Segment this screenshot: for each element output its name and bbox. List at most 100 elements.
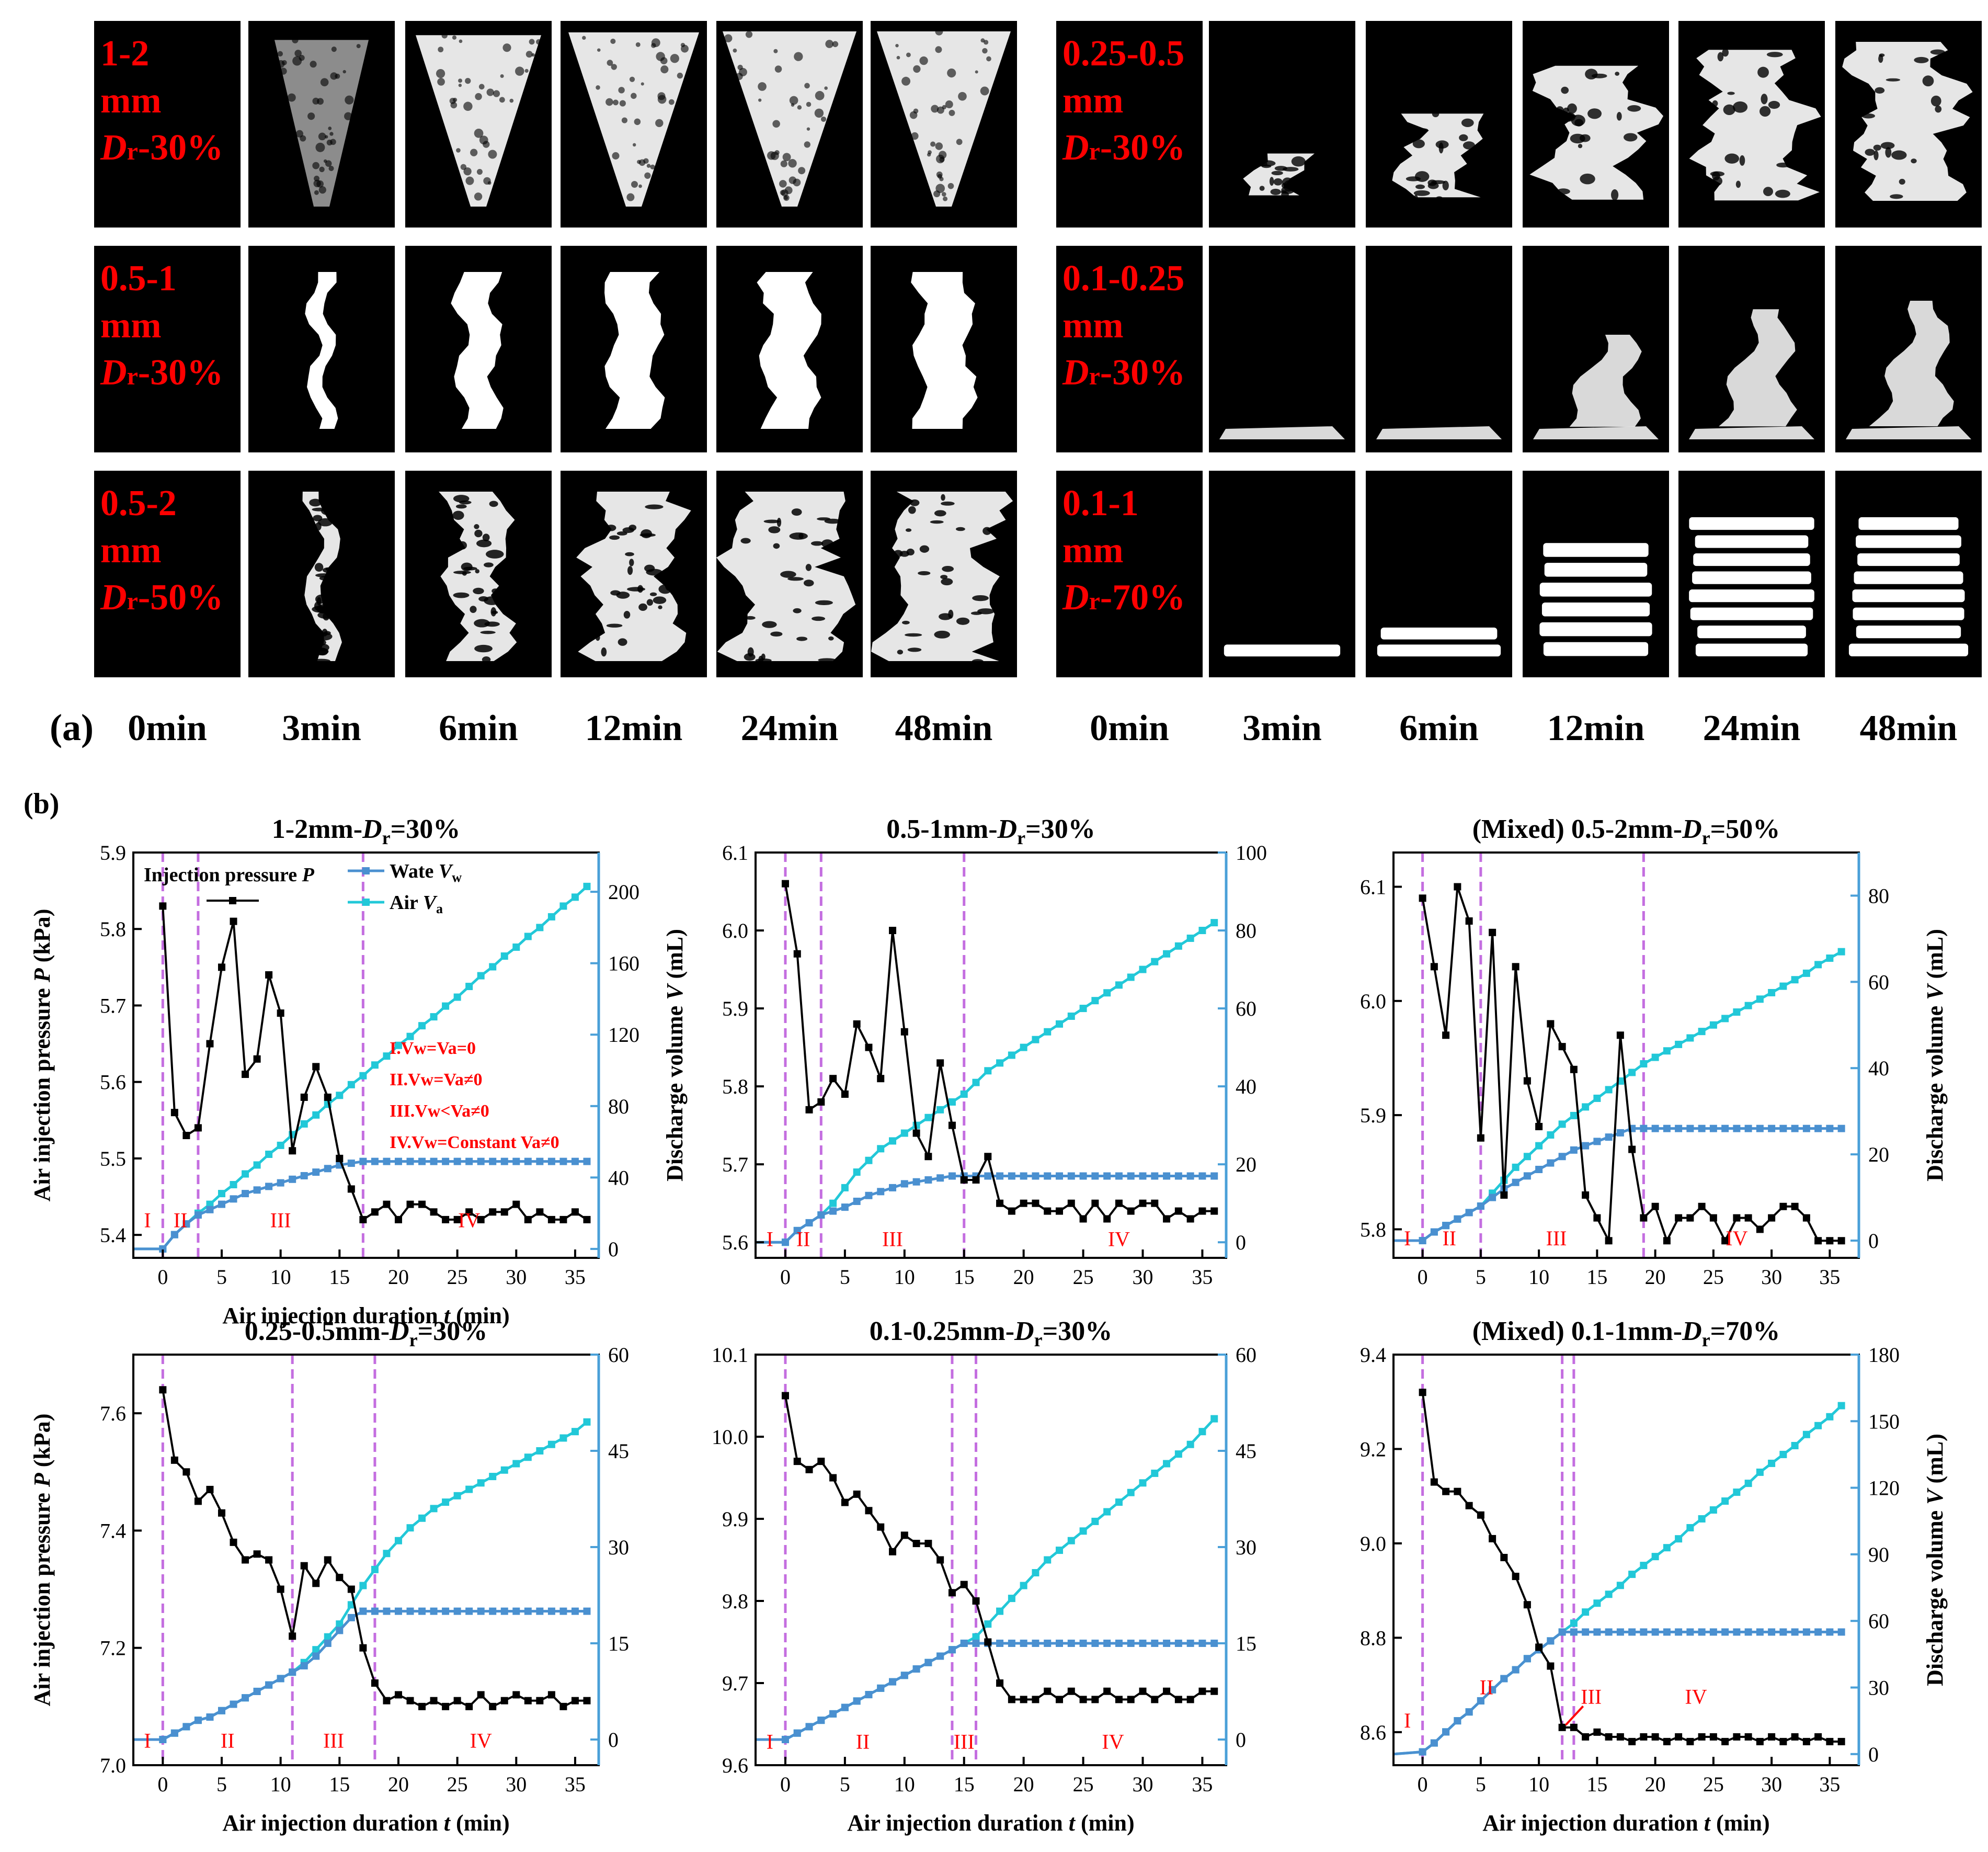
series-point-pressure [359,1644,367,1652]
series-point-water [1115,1639,1123,1647]
x-tick-label: 5 [1476,1773,1486,1796]
series-point-pressure [1210,1687,1218,1695]
series-point-air [1115,981,1123,989]
series-point-pressure [1837,1237,1845,1245]
series-point-water [853,1197,861,1205]
plume-pore [323,159,327,163]
plume-gap [463,566,477,571]
right-label-unit: mm [1062,81,1124,121]
plume-gap [1911,158,1917,164]
series-point-water [1127,1172,1135,1180]
density-value: -30% [1100,128,1185,168]
series-point-water [1020,1639,1027,1647]
plume-pore [483,177,491,185]
plume-pore [329,132,334,136]
series-point-pressure [1430,963,1438,971]
plume-gap [314,601,322,611]
series-point-pressure [1079,1696,1087,1703]
series-point-water [1756,1628,1764,1636]
plume-pore [611,64,617,70]
series-point-pressure [972,1597,980,1605]
x-axis-label: Air injection duration t (min) [222,1810,509,1836]
plume-pore [956,139,963,145]
plume-pore [941,192,946,197]
series-point-air [1605,1086,1613,1094]
y2-tick-label: 150 [1868,1410,1900,1433]
x-tick-label: 20 [388,1265,409,1289]
series-point-pressure [1535,1122,1543,1130]
plume-pore [638,184,642,188]
y-tick-label: 9.2 [1360,1437,1386,1461]
series-point-air [371,1061,379,1069]
series-point-water [1698,1124,1706,1132]
plume-pore [310,61,317,68]
series-point-pressure [359,1215,367,1223]
x-tick-label: 30 [506,1773,527,1796]
x-tick-label: 5 [216,1265,227,1289]
series-point-air [312,1111,320,1119]
series-point-water [277,1179,284,1187]
plume-gap [1712,100,1718,107]
plume-pore [277,51,283,57]
series-point-pressure [877,1075,885,1083]
density-symbol: D [100,353,127,393]
right-frame-bg [1209,471,1355,677]
series-point-pressure [1127,1696,1135,1703]
plume-pore [779,180,787,188]
series-point-air [1044,1556,1052,1564]
series-point-pressure [1442,1487,1450,1495]
y-tick-label: 6.1 [722,841,748,865]
plume-layer [1543,543,1649,557]
plume-gap [1627,105,1641,112]
plume-pore [618,87,625,94]
plume-layer [1853,607,1964,620]
series-point-air [984,1067,992,1075]
series-point-pressure [1512,963,1519,971]
series-point-pressure [1103,1687,1111,1695]
plume-gap [492,588,499,594]
right-frame [1523,21,1669,228]
right-label-panel [1056,21,1203,228]
series-point-pressure [512,1200,520,1208]
y2-tick-label: 60 [1236,1343,1256,1367]
series-point-water [960,1639,968,1647]
series-point-air [324,1633,332,1641]
plume-pore [320,78,329,87]
plume-gap [1567,103,1577,114]
left-time-label: 0min [128,708,207,748]
right-frame [1678,246,1825,452]
legend-pressure-label: Injection pressure [144,864,302,886]
series-point-pressure [1698,1202,1706,1210]
series-point-air [477,972,485,980]
series-point-pressure [829,1075,837,1083]
series-point-air [948,1098,956,1106]
density-subscript: r [127,138,138,165]
plume-rise [1869,301,1954,426]
y-axis-label-symbol: P [29,968,55,983]
chart-title: (Mixed) 0.5-2mm-Dr=50% [1472,814,1780,848]
x-tick-label: 15 [329,1265,350,1289]
series-point-water [194,1211,202,1219]
series-point-air [1628,1571,1636,1578]
plume-pore [318,186,326,194]
plume-gap [955,527,965,531]
y2-tick-label: 40 [1868,1056,1889,1080]
plume-pore [820,116,827,122]
series-point-air [1020,1043,1027,1051]
series-point-water [383,1607,391,1615]
chart-5: (Mixed) 0.1-1mm-Dr=70%III III IV0 5 10 15 20 25… [1360,1316,1948,1836]
plume-cone [723,31,856,207]
series-point-water [1675,1628,1683,1636]
series-point-pressure [1067,1199,1075,1207]
series-point-air [1721,1497,1729,1505]
x-axis-label: Air injection duration t (min) [1482,1810,1769,1836]
series-point-pressure [1489,928,1496,936]
plume-gap [776,517,782,527]
plume-pore [631,180,638,188]
plume-cone [275,40,369,207]
plume-gap [1879,53,1885,57]
plume-gap [1561,86,1569,94]
plume-gap [1875,87,1885,94]
series-point-pressure [1512,1573,1519,1581]
left-label-unit: mm [100,81,162,121]
